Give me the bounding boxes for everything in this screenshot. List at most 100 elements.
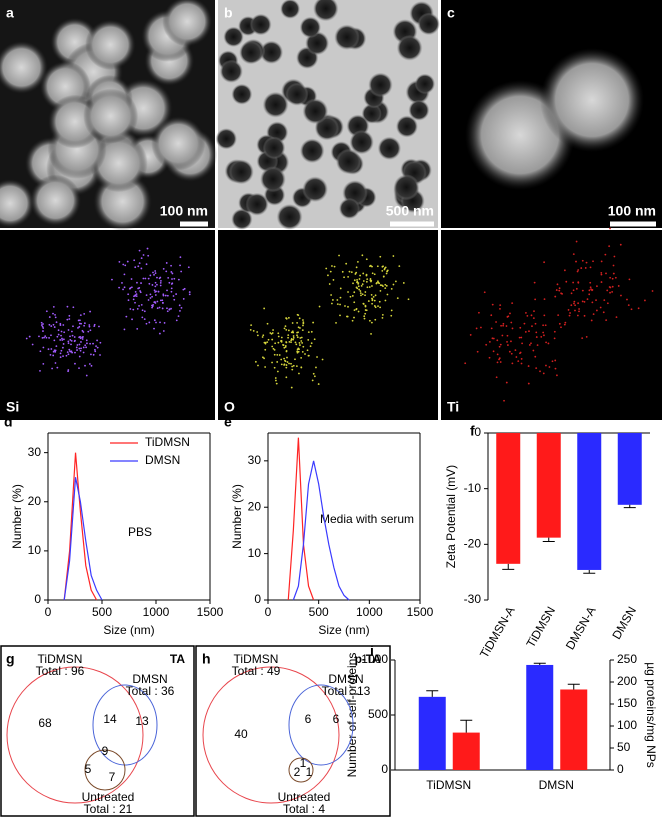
element-dot (296, 336, 299, 339)
element-dot (182, 298, 185, 300)
element-dot (134, 301, 136, 304)
element-dot (492, 350, 495, 353)
venn-set-name: Untreated (82, 790, 135, 804)
element-dot (331, 265, 333, 267)
element-dot (68, 318, 71, 320)
element-dot (277, 341, 280, 344)
element-dot (164, 294, 167, 297)
element-dot (99, 341, 102, 344)
element-dot (374, 318, 377, 321)
venn-region-count: 5 (85, 762, 92, 776)
element-dot (383, 267, 386, 270)
element-dot (565, 280, 568, 283)
venn-set-total: Total : 96 (36, 664, 85, 678)
element-dot (301, 329, 304, 331)
element-dot (577, 269, 580, 271)
particle (228, 159, 254, 185)
particle (540, 48, 644, 152)
element-dot (524, 331, 527, 333)
y-tick-label: 10 (248, 546, 262, 560)
element-dot (67, 342, 70, 345)
element-dot (179, 264, 181, 267)
element-dot (527, 382, 530, 385)
x-tick-label: 1000 (356, 605, 383, 619)
x-axis-label: Size (nm) (103, 623, 154, 637)
element-dot (118, 286, 121, 289)
element-dot (353, 301, 356, 304)
bar (496, 433, 521, 564)
element-dot (153, 301, 156, 304)
element-dot (296, 321, 299, 324)
element-dot (373, 299, 376, 302)
bar (418, 696, 446, 770)
element-dot (90, 353, 92, 356)
element-dot (129, 287, 131, 290)
venn-set-total: Total : 13 (322, 684, 371, 698)
element-dot (374, 294, 377, 297)
venn-region-count: 1 (306, 765, 313, 779)
element-dot (302, 324, 304, 327)
panel-label: b (224, 5, 233, 21)
element-dot (596, 285, 598, 288)
element-dot (536, 344, 539, 347)
particle (262, 91, 289, 118)
element-dot (80, 341, 82, 343)
element-dot (583, 314, 586, 317)
element-dot (382, 265, 384, 268)
element-dot (285, 328, 288, 331)
element-dot (312, 321, 315, 324)
element-dot (339, 303, 341, 306)
element-dot (316, 356, 318, 358)
error-bar (567, 683, 580, 690)
particle (215, 128, 238, 150)
element-dot (296, 331, 299, 334)
element-dot (490, 327, 493, 330)
element-dot (384, 299, 387, 302)
element-dot (292, 335, 295, 337)
element-dot (140, 267, 143, 270)
element-dot (288, 340, 291, 343)
element-dot (250, 324, 253, 327)
element-dot (124, 264, 127, 267)
element-dot (588, 293, 591, 296)
element-dot (42, 323, 44, 325)
element-dot (373, 273, 376, 276)
series-line (63, 452, 98, 601)
element-dot (569, 312, 571, 314)
element-dot (515, 356, 518, 358)
element-dot (545, 364, 547, 367)
element-dot (551, 360, 554, 363)
element-dot (77, 319, 80, 322)
element-dot (370, 293, 373, 296)
element-dot (548, 366, 551, 368)
element-dot (158, 277, 161, 280)
element-dot (600, 260, 603, 263)
element-dot (134, 266, 137, 269)
element-dot (573, 302, 575, 305)
element-dot (510, 340, 512, 343)
element-dot (78, 347, 81, 350)
element-dot (532, 349, 535, 352)
element-dot (567, 309, 570, 311)
element-dot (581, 289, 584, 292)
particle (408, 99, 430, 121)
element-dot (540, 335, 543, 338)
element-dot (312, 372, 315, 375)
element-dot (307, 354, 310, 357)
element-dot (264, 341, 267, 344)
element-dot (136, 327, 139, 330)
element-dot (588, 289, 591, 292)
element-dot (269, 332, 272, 334)
venn-set (202, 666, 340, 804)
element-dot (495, 376, 498, 379)
element-dot (370, 333, 372, 335)
y-tick-label: 500 (368, 707, 388, 721)
element-dot (93, 323, 96, 326)
element-dot (345, 262, 348, 265)
element-dot (92, 342, 94, 345)
element-dot (394, 280, 397, 283)
element-dot (365, 309, 368, 312)
element-dot (143, 310, 146, 313)
element-dot (145, 263, 148, 266)
element-dot (267, 338, 270, 341)
